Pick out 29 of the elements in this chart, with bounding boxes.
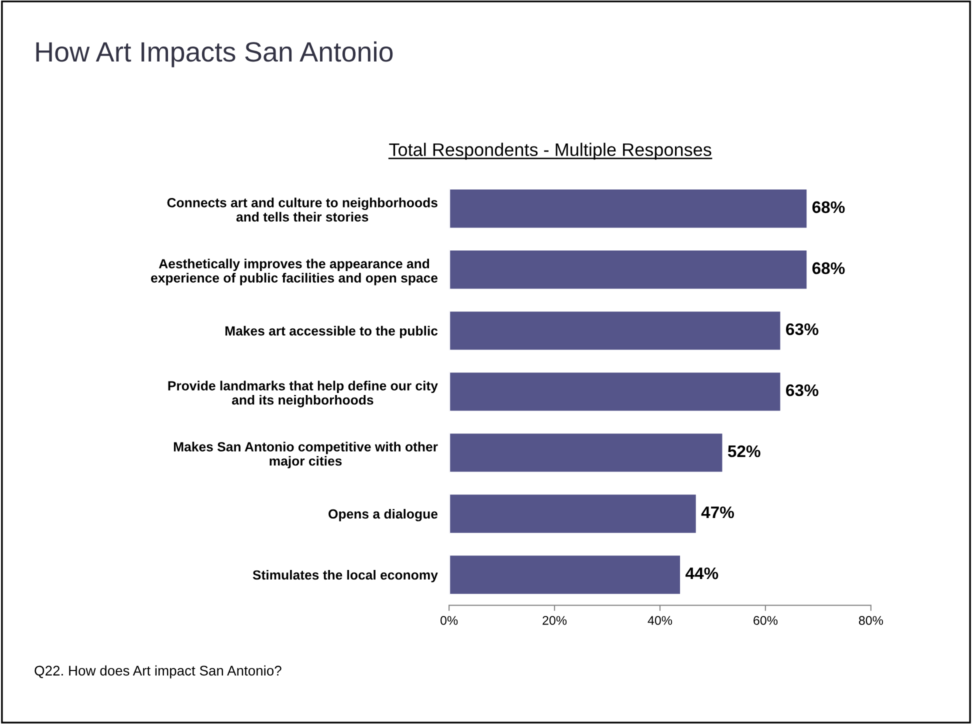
data-label: 68% (812, 201, 845, 214)
y-tick-label: Stimulates the local economy (252, 570, 438, 582)
y-tick-label: Connects art and culture to neighborhoods and tells their stories (167, 198, 438, 222)
bar (449, 492, 698, 535)
x-tick-label: 40% (648, 616, 672, 625)
bar (449, 432, 724, 474)
data-label: 52% (728, 445, 760, 458)
y-tick-label: Aesthetically improves the appearance and experience of public facilities and open space (151, 258, 438, 286)
bar (449, 187, 809, 230)
chart-subtitle: Total Respondents - Multiple Responses (389, 142, 712, 160)
y-tick-label: Provide landmarks that help define our city and its neighborhoods (168, 380, 438, 408)
x-tick-label: 60% (754, 616, 778, 625)
bar (449, 554, 682, 596)
bar (449, 370, 782, 413)
x-tick-label: 0% (440, 616, 458, 625)
data-label: 68% (812, 262, 845, 274)
y-tick-label: Makes art accessible to the public (225, 326, 438, 338)
data-label: 47% (701, 506, 734, 518)
x-tick-label: 80% (858, 616, 883, 625)
y-tick-label: Makes San Antonio competitive with other major cities (174, 442, 438, 468)
bar (449, 309, 782, 352)
bar (449, 248, 809, 291)
data-label: 44% (686, 567, 718, 580)
x-tick-label: 20% (542, 616, 567, 625)
y-tick-label: Opens a dialogue (328, 508, 438, 522)
data-label: 63% (786, 384, 818, 396)
text: Q22. How does Art impact San Antonio? (34, 665, 282, 678)
text: How Art Impacts San Antonio (36, 41, 393, 68)
data-label: 63% (786, 323, 818, 336)
